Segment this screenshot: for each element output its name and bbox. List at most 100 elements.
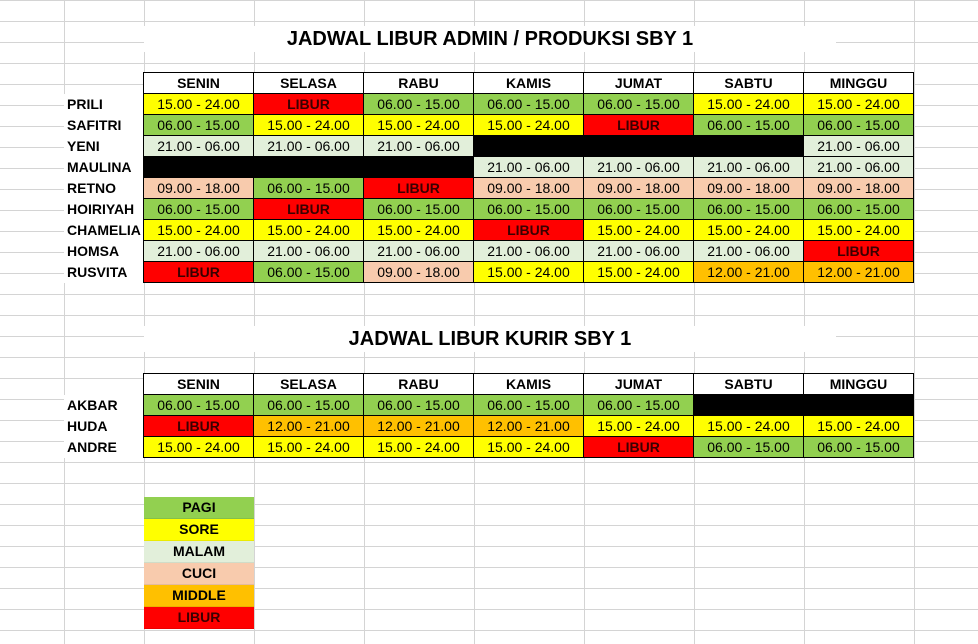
- shift-cell[interactable]: 15.00 - 24.00: [363, 114, 474, 136]
- shift-cell[interactable]: 21.00 - 06.00: [473, 156, 584, 178]
- shift-cell[interactable]: 09.00 - 18.00: [473, 177, 584, 199]
- shift-cell[interactable]: 06.00 - 15.00: [473, 198, 584, 220]
- day-header[interactable]: JUMAT: [583, 72, 694, 94]
- shift-cell[interactable]: 21.00 - 06.00: [803, 135, 914, 157]
- day-header[interactable]: RABU: [363, 373, 474, 395]
- employee-name[interactable]: AKBAR: [64, 394, 144, 416]
- day-header[interactable]: KAMIS: [473, 72, 584, 94]
- shift-cell[interactable]: 15.00 - 24.00: [253, 436, 364, 458]
- employee-name[interactable]: CHAMELIA: [64, 219, 144, 241]
- shift-cell[interactable]: 21.00 - 06.00: [143, 240, 254, 262]
- shift-cell[interactable]: 06.00 - 15.00: [143, 198, 254, 220]
- legend-item[interactable]: PAGI: [144, 497, 254, 519]
- employee-name[interactable]: ANDRE: [64, 436, 144, 458]
- shift-cell[interactable]: 06.00 - 15.00: [693, 198, 804, 220]
- shift-cell[interactable]: 15.00 - 24.00: [253, 219, 364, 241]
- shift-cell[interactable]: 21.00 - 06.00: [253, 240, 364, 262]
- legend-item[interactable]: LIBUR: [144, 607, 254, 629]
- shift-cell[interactable]: 12.00 - 21.00: [363, 415, 474, 437]
- shift-cell[interactable]: 06.00 - 15.00: [803, 436, 914, 458]
- day-header[interactable]: MINGGU: [803, 373, 914, 395]
- shift-cell[interactable]: 15.00 - 24.00: [473, 114, 584, 136]
- shift-cell[interactable]: [473, 135, 584, 157]
- day-header[interactable]: SABTU: [693, 72, 804, 94]
- shift-cell[interactable]: 06.00 - 15.00: [253, 261, 364, 283]
- shift-cell[interactable]: 12.00 - 21.00: [253, 415, 364, 437]
- shift-cell[interactable]: 15.00 - 24.00: [803, 219, 914, 241]
- employee-name[interactable]: PRILI: [64, 93, 144, 115]
- shift-cell[interactable]: [143, 156, 254, 178]
- shift-cell[interactable]: LIBUR: [143, 415, 254, 437]
- shift-cell[interactable]: 21.00 - 06.00: [363, 240, 474, 262]
- shift-cell[interactable]: [253, 156, 364, 178]
- day-header[interactable]: MINGGU: [803, 72, 914, 94]
- employee-name[interactable]: HOIRIYAH: [64, 198, 144, 220]
- shift-cell[interactable]: 21.00 - 06.00: [143, 135, 254, 157]
- shift-cell[interactable]: 15.00 - 24.00: [143, 93, 254, 115]
- shift-cell[interactable]: 15.00 - 24.00: [583, 261, 694, 283]
- shift-cell[interactable]: 15.00 - 24.00: [803, 415, 914, 437]
- day-header[interactable]: JUMAT: [583, 373, 694, 395]
- shift-cell[interactable]: 15.00 - 24.00: [473, 436, 584, 458]
- shift-cell[interactable]: 09.00 - 18.00: [143, 177, 254, 199]
- shift-cell[interactable]: LIBUR: [363, 177, 474, 199]
- shift-cell[interactable]: [583, 135, 694, 157]
- shift-cell[interactable]: LIBUR: [143, 261, 254, 283]
- shift-cell[interactable]: LIBUR: [253, 198, 364, 220]
- employee-name[interactable]: HUDA: [64, 415, 144, 437]
- shift-cell[interactable]: 21.00 - 06.00: [253, 135, 364, 157]
- shift-cell[interactable]: 15.00 - 24.00: [693, 93, 804, 115]
- employee-name[interactable]: RETNO: [64, 177, 144, 199]
- shift-cell[interactable]: 06.00 - 15.00: [363, 394, 474, 416]
- legend-item[interactable]: SORE: [144, 519, 254, 541]
- shift-cell[interactable]: 15.00 - 24.00: [583, 415, 694, 437]
- shift-cell[interactable]: LIBUR: [253, 93, 364, 115]
- shift-cell[interactable]: 15.00 - 24.00: [363, 219, 474, 241]
- shift-cell[interactable]: 15.00 - 24.00: [143, 219, 254, 241]
- shift-cell[interactable]: [363, 156, 474, 178]
- employee-name[interactable]: MAULINA: [64, 156, 144, 178]
- shift-cell[interactable]: 06.00 - 15.00: [143, 114, 254, 136]
- shift-cell[interactable]: 06.00 - 15.00: [253, 394, 364, 416]
- shift-cell[interactable]: 15.00 - 24.00: [583, 219, 694, 241]
- shift-cell[interactable]: 15.00 - 24.00: [473, 261, 584, 283]
- shift-cell[interactable]: 06.00 - 15.00: [363, 93, 474, 115]
- day-header[interactable]: SELASA: [253, 373, 364, 395]
- shift-cell[interactable]: 12.00 - 21.00: [473, 415, 584, 437]
- shift-cell[interactable]: [803, 394, 914, 416]
- shift-cell[interactable]: 15.00 - 24.00: [693, 415, 804, 437]
- shift-cell[interactable]: 06.00 - 15.00: [693, 436, 804, 458]
- shift-cell[interactable]: 21.00 - 06.00: [693, 240, 804, 262]
- shift-cell[interactable]: [693, 135, 804, 157]
- shift-cell[interactable]: 06.00 - 15.00: [693, 114, 804, 136]
- shift-cell[interactable]: 12.00 - 21.00: [693, 261, 804, 283]
- employee-name[interactable]: SAFITRI: [64, 114, 144, 136]
- shift-cell[interactable]: 06.00 - 15.00: [583, 198, 694, 220]
- shift-cell[interactable]: 21.00 - 06.00: [803, 156, 914, 178]
- shift-cell[interactable]: LIBUR: [803, 240, 914, 262]
- employee-name[interactable]: HOMSA: [64, 240, 144, 262]
- day-header[interactable]: SENIN: [143, 373, 254, 395]
- shift-cell[interactable]: LIBUR: [473, 219, 584, 241]
- shift-cell[interactable]: 06.00 - 15.00: [583, 93, 694, 115]
- day-header[interactable]: SABTU: [693, 373, 804, 395]
- shift-cell[interactable]: LIBUR: [583, 114, 694, 136]
- shift-cell[interactable]: 09.00 - 18.00: [693, 177, 804, 199]
- day-header[interactable]: RABU: [363, 72, 474, 94]
- shift-cell[interactable]: 21.00 - 06.00: [583, 156, 694, 178]
- shift-cell[interactable]: 21.00 - 06.00: [363, 135, 474, 157]
- shift-cell[interactable]: 15.00 - 24.00: [693, 219, 804, 241]
- shift-cell[interactable]: 09.00 - 18.00: [803, 177, 914, 199]
- legend-item[interactable]: CUCI: [144, 563, 254, 585]
- shift-cell[interactable]: 06.00 - 15.00: [473, 394, 584, 416]
- shift-cell[interactable]: 06.00 - 15.00: [363, 198, 474, 220]
- shift-cell[interactable]: 15.00 - 24.00: [143, 436, 254, 458]
- shift-cell[interactable]: 06.00 - 15.00: [803, 198, 914, 220]
- shift-cell[interactable]: 15.00 - 24.00: [253, 114, 364, 136]
- employee-name[interactable]: RUSVITA: [64, 261, 144, 283]
- shift-cell[interactable]: 15.00 - 24.00: [803, 93, 914, 115]
- shift-cell[interactable]: 15.00 - 24.00: [363, 436, 474, 458]
- shift-cell[interactable]: 21.00 - 06.00: [583, 240, 694, 262]
- legend-item[interactable]: MALAM: [144, 541, 254, 563]
- shift-cell[interactable]: 12.00 - 21.00: [803, 261, 914, 283]
